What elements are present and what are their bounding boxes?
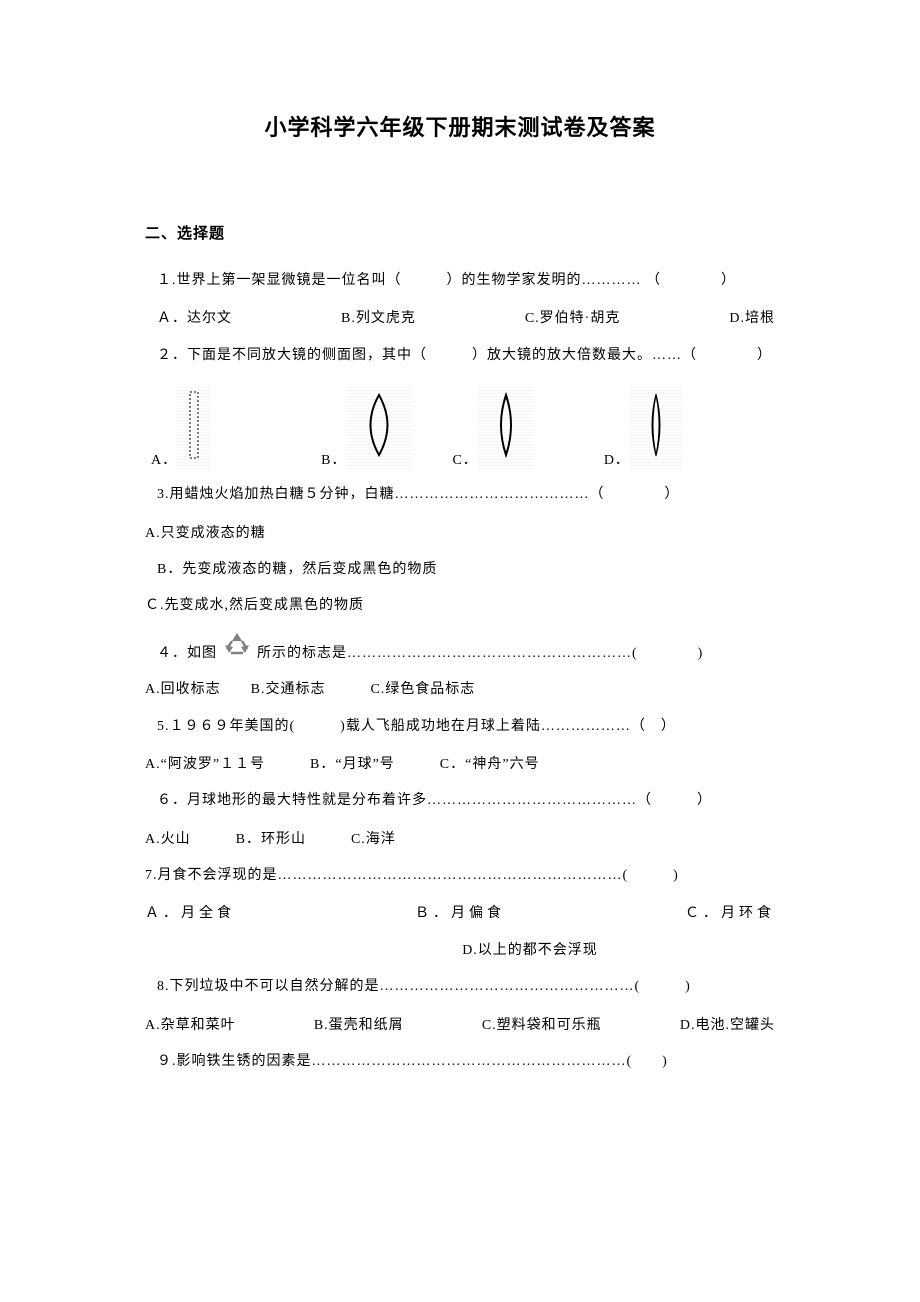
lens-d-icon [630,386,682,469]
q8-opt-d: D.电池.空罐头 [680,1008,775,1044]
q8-opt-c: C.塑料袋和可乐瓶 [482,1008,602,1044]
q3-opt-c: Ｃ.先变成水,然后变成黑色的物质 [145,588,775,624]
q1-opt-a: Ａ．达尔文 [157,301,232,337]
q8-opt-b: B.蛋壳和纸屑 [314,1008,404,1044]
q7-opt-d: D.以上的都不会浮现 [285,933,775,969]
lens-b-icon [346,386,412,469]
q2-label-d: D． [604,449,630,469]
question-6: ６．月球地形的最大特性就是分布着许多……………………………………（ ） [145,783,775,819]
q1-opt-d: D.培根 [729,301,775,337]
q7-opt-b: Ｂ．月偏食 [415,896,505,932]
q4-post: 所示的标志是…………………………………………………( ) [257,636,703,672]
question-2: ２．下面是不同放大镜的侧面图，其中（ ）放大镜的放大倍数最大。……（ ） [145,338,775,374]
page-title: 小学科学六年级下册期末测试卷及答案 [145,110,775,142]
q2-label-b: B． [321,449,346,469]
section-header: 二、选择题 [145,222,775,243]
q1-opt-b: B.列文虎克 [341,301,416,337]
q1-opt-c: C.罗伯特·胡克 [525,301,621,337]
q8-opt-a: A.杂草和菜叶 [145,1008,236,1044]
question-8: 8.下列垃圾中不可以自然分解的是……………………………………………( ) [145,969,775,1005]
q7-opt-c: Ｃ．月环食 [685,896,775,932]
q2-label-c: C． [452,449,477,469]
question-4: ４．如图 所示的标志是…………………………………………………( ) [145,625,775,672]
question-3: 3.用蜡烛火焰加热白糖５分钟，白糖…………………………………（ ） [145,477,775,513]
question-1: １.世界上第一架显微镜是一位名叫（ ）的生物学家发明的………… （ ） [145,263,775,299]
q3-opt-b: B．先变成液态的糖，然后变成黑色的物质 [145,552,775,588]
lens-a-icon [177,386,211,469]
question-5: 5.１９６９年美国的( )载人飞船成功地在月球上着陆………………（ ） [145,709,775,745]
q4-pre: ４．如图 [145,636,217,672]
lens-c-icon [478,386,534,469]
q7-opts-abc: Ａ．月全食 Ｂ．月偏食 Ｃ．月环食 [145,896,775,932]
recycle-icon [221,629,253,676]
question-1-options: Ａ．达尔文 B.列文虎克 C.罗伯特·胡克 D.培根 [145,301,775,337]
q3-opt-a: A.只变成液态的糖 [145,516,775,552]
q2-label-a: A． [151,449,177,469]
question-7: 7.月食不会浮现的是……………………………………………………………( ) [145,858,775,894]
q4-opts: A.回收标志 B.交通标志 C.绿色食品标志 [145,672,775,708]
q5-opts: A.“阿波罗”１１号 B．“月球”号 C．“神舟”六号 [145,747,775,783]
question-9: ９.影响铁生锈的因素是………………………………………………………( ) [145,1044,775,1080]
q6-opts: A.火山 B．环形山 C.海洋 [145,822,775,858]
q8-opts: A.杂草和菜叶 B.蛋壳和纸屑 C.塑料袋和可乐瓶 D.电池.空罐头 [145,1008,775,1044]
q7-opt-a: Ａ．月全食 [145,896,235,932]
lens-figure-row: A． B． C． D． [145,386,775,469]
